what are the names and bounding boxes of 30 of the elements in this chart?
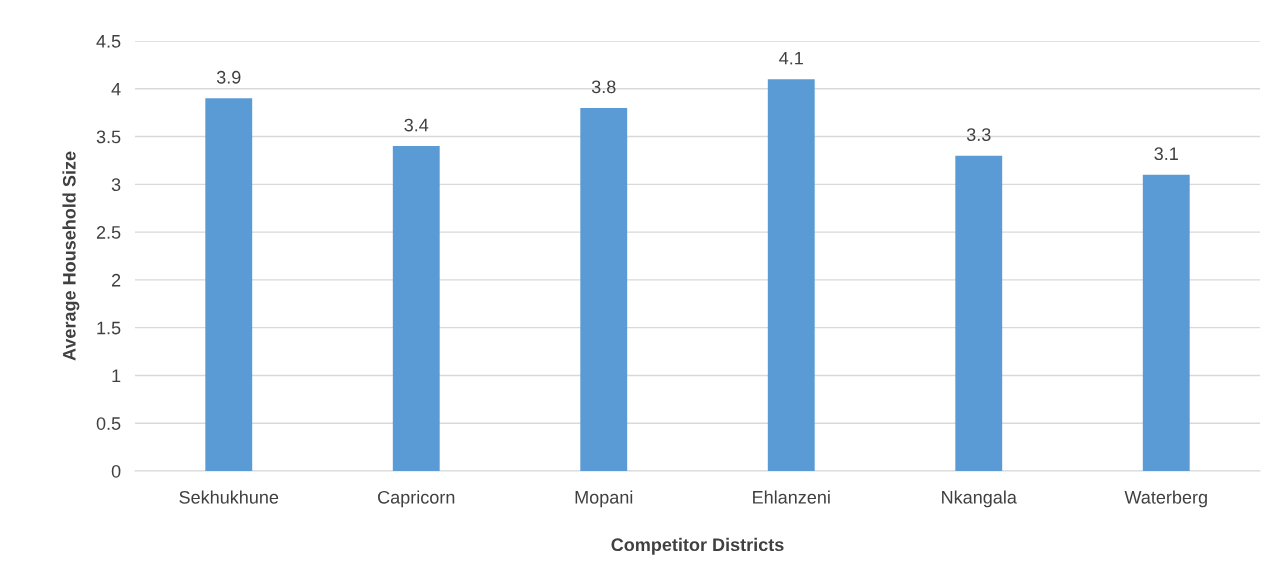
y-tick-label: 3.5 xyxy=(96,130,121,144)
data-label: 3.8 xyxy=(591,80,616,94)
y-tick-label: 3 xyxy=(111,178,121,192)
bar xyxy=(767,79,815,471)
x-tick-label: Capricorn xyxy=(378,490,455,508)
data-label: 3.4 xyxy=(404,118,429,132)
y-tick-label: 2.5 xyxy=(96,226,121,239)
bar xyxy=(1142,174,1190,471)
x-tick-label: Sekhukhune xyxy=(179,490,279,504)
y-tick-label: 0 xyxy=(111,464,121,478)
data-label: 3.3 xyxy=(966,128,991,141)
bar xyxy=(392,146,440,471)
bar xyxy=(955,155,1003,471)
x-tick-label: Ehlanzeni xyxy=(753,490,830,504)
y-axis-title: Average Household Size xyxy=(62,151,80,361)
data-label: 4.1 xyxy=(779,51,803,65)
bar xyxy=(205,98,253,471)
y-tick-label: 0.5 xyxy=(96,417,121,430)
y-tick-label: 4.5 xyxy=(96,35,121,48)
data-label: 3.1 xyxy=(1154,147,1178,161)
x-tick-label: Mopani xyxy=(575,490,633,508)
y-tick-label: 2 xyxy=(111,273,121,287)
y-tick-label: 4 xyxy=(111,82,121,96)
bar xyxy=(580,107,628,471)
x-axis-title: Competitor Districts xyxy=(611,537,784,555)
y-tick-label: 1 xyxy=(112,369,121,382)
data-label: 3.9 xyxy=(216,70,241,84)
x-tick-label: Waterberg xyxy=(1124,490,1207,508)
x-tick-label: Nkangala xyxy=(942,490,1017,508)
y-tick-label: 1.5 xyxy=(97,321,121,335)
